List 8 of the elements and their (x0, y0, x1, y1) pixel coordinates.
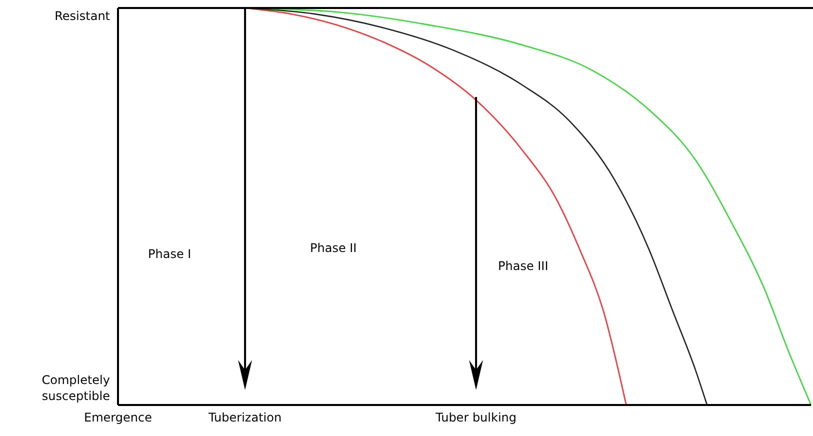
x-tick-label: Emergence (84, 410, 152, 425)
annotation: Phase II (310, 240, 358, 256)
annotation: Phase I (148, 246, 192, 262)
x-tick-label: Tuber bulking (434, 410, 517, 425)
x-tick-label: Tuberization (208, 410, 282, 425)
annotation: Phase III (498, 258, 550, 274)
text: Completely susceptible (40, 372, 110, 404)
text: Resistant (54, 8, 110, 24)
